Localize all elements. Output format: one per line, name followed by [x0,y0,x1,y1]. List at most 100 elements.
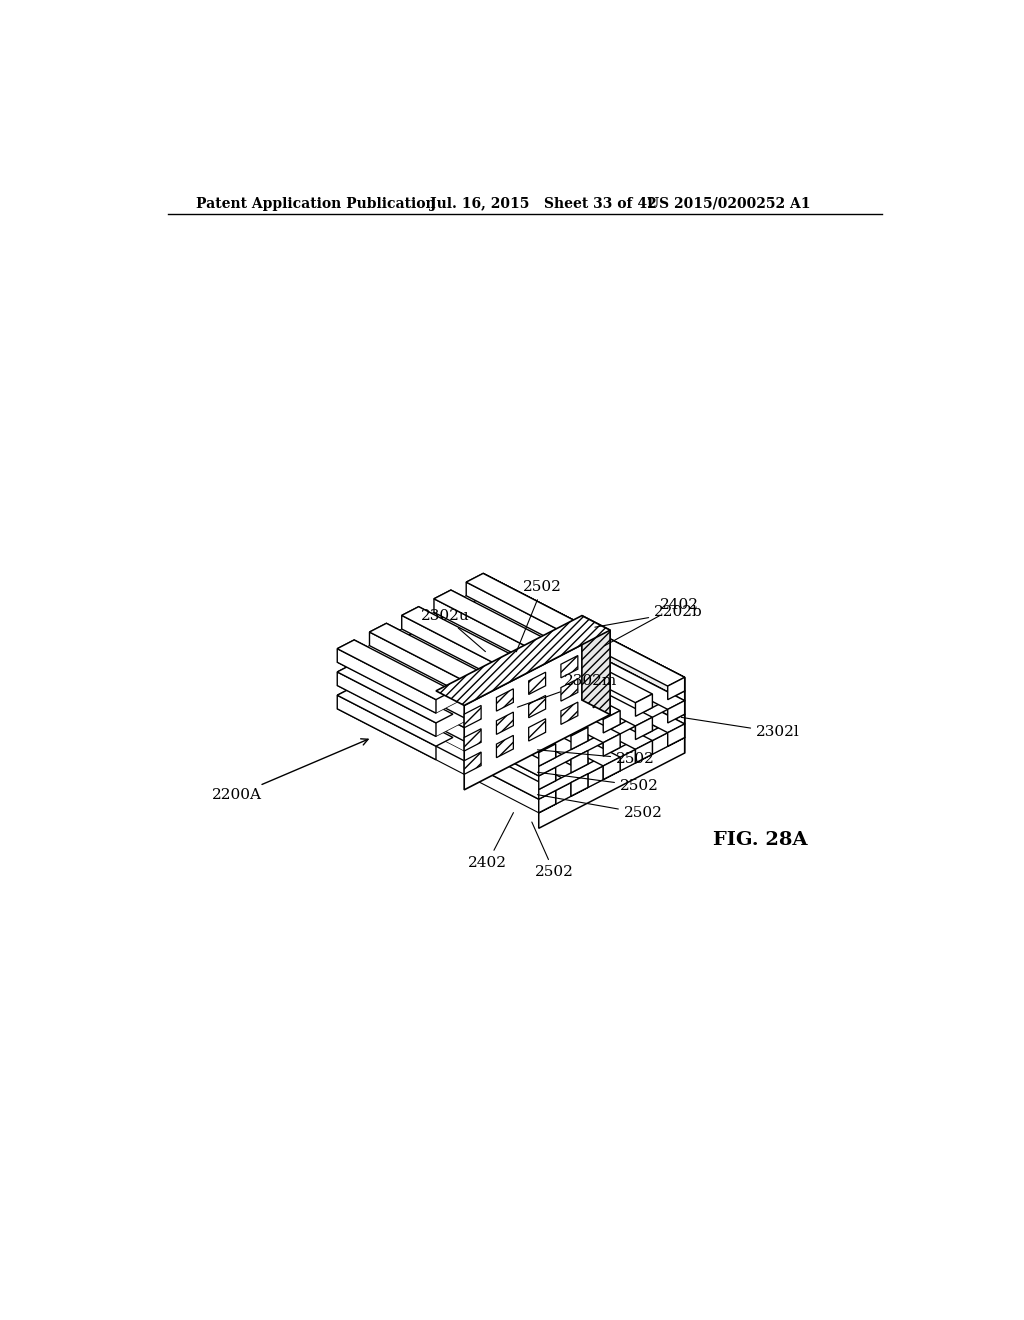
Polygon shape [401,630,621,743]
Polygon shape [603,758,621,780]
Polygon shape [483,620,685,738]
Text: 2502: 2502 [538,772,658,793]
Polygon shape [571,751,588,774]
Polygon shape [483,597,685,714]
Polygon shape [466,620,582,680]
Polygon shape [370,669,485,730]
Polygon shape [466,573,582,634]
Polygon shape [636,741,652,763]
Polygon shape [593,639,685,686]
Polygon shape [539,714,685,799]
Polygon shape [337,610,582,737]
Polygon shape [636,717,652,739]
Polygon shape [436,615,610,705]
Polygon shape [434,622,532,686]
Polygon shape [466,597,582,656]
Polygon shape [466,573,685,686]
Polygon shape [466,606,565,671]
Polygon shape [610,676,685,723]
Polygon shape [464,729,481,751]
Text: US 2015/0200252 A1: US 2015/0200252 A1 [647,197,811,211]
Polygon shape [483,597,582,661]
Polygon shape [483,610,685,723]
Polygon shape [539,767,556,789]
Polygon shape [370,623,485,682]
Polygon shape [434,599,532,663]
Polygon shape [464,630,610,789]
Polygon shape [561,678,652,726]
Polygon shape [466,628,565,693]
Polygon shape [603,710,621,733]
Polygon shape [539,690,685,776]
Polygon shape [337,663,556,776]
Polygon shape [497,689,588,737]
Text: Jul. 16, 2015   Sheet 33 of 42: Jul. 16, 2015 Sheet 33 of 42 [430,197,657,211]
Polygon shape [337,686,453,746]
Polygon shape [401,653,517,713]
Polygon shape [610,663,685,714]
Polygon shape [483,573,582,638]
Polygon shape [497,711,513,734]
Polygon shape [464,705,556,752]
Text: 2302u: 2302u [421,610,485,652]
Polygon shape [483,573,685,690]
Polygon shape [466,620,685,733]
Polygon shape [370,678,468,743]
Polygon shape [593,663,685,709]
Polygon shape [593,639,610,661]
Polygon shape [539,744,556,766]
Polygon shape [464,729,556,776]
Polygon shape [571,774,588,796]
Text: FIG. 28A: FIG. 28A [713,830,808,849]
Polygon shape [483,634,685,752]
Polygon shape [434,614,550,673]
Polygon shape [571,727,588,750]
Polygon shape [497,689,513,711]
Text: 2200A: 2200A [211,739,368,803]
Polygon shape [337,640,556,752]
Polygon shape [497,735,513,758]
Text: 2302l: 2302l [681,717,800,739]
Polygon shape [466,597,685,709]
Polygon shape [337,640,453,700]
Text: 2502: 2502 [531,822,573,879]
Polygon shape [539,791,556,813]
Polygon shape [528,696,621,743]
Polygon shape [528,718,546,741]
Polygon shape [571,727,588,750]
Polygon shape [464,705,481,727]
Polygon shape [370,647,485,706]
Polygon shape [571,751,588,774]
Polygon shape [593,685,610,708]
Polygon shape [337,587,582,713]
Polygon shape [434,645,532,710]
Polygon shape [466,582,565,647]
Polygon shape [483,610,582,671]
Text: 2302m: 2302m [517,675,616,708]
Polygon shape [539,767,556,789]
Polygon shape [561,656,578,678]
Polygon shape [528,696,546,718]
Polygon shape [528,718,621,766]
Text: 2402: 2402 [604,598,699,645]
Polygon shape [668,701,685,723]
Text: 2402: 2402 [468,813,513,870]
Polygon shape [603,734,621,756]
Polygon shape [561,678,578,701]
Polygon shape [483,587,685,701]
Polygon shape [497,711,588,759]
Polygon shape [401,607,517,667]
Polygon shape [668,723,685,746]
Polygon shape [337,686,556,799]
Text: Patent Application Publication: Patent Application Publication [197,197,436,211]
Polygon shape [337,610,685,789]
Polygon shape [401,607,621,719]
Polygon shape [610,639,685,690]
Polygon shape [370,669,588,783]
Polygon shape [370,647,588,759]
Polygon shape [434,590,550,649]
Polygon shape [464,752,481,775]
Polygon shape [528,672,621,719]
Polygon shape [539,714,685,799]
Polygon shape [464,752,556,799]
